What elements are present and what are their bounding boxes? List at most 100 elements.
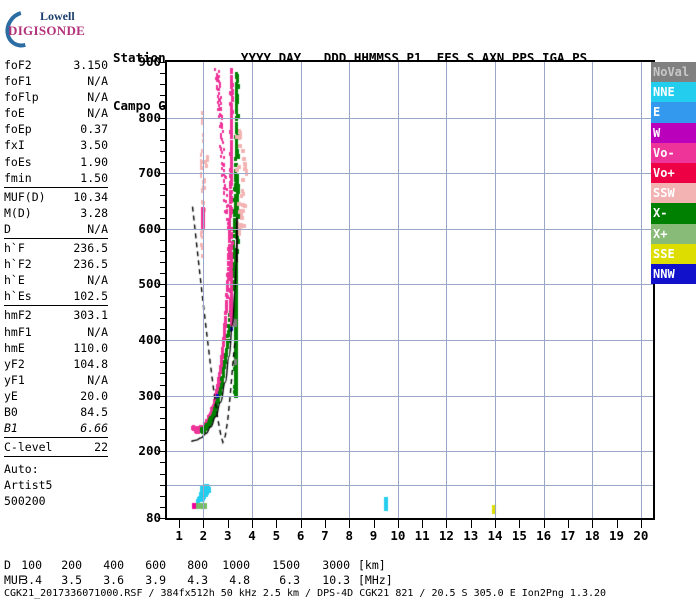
d-scale-value: 1000 [210, 558, 250, 573]
x-axis-tick [228, 520, 229, 528]
y-axis-minor-tick [160, 95, 166, 96]
x-axis-tick [617, 520, 618, 528]
x-axis-tick [276, 520, 277, 528]
y-axis-minor-tick [160, 118, 166, 119]
y-axis-minor-tick [160, 173, 166, 174]
y-axis-minor-tick [160, 329, 166, 330]
y-axis-minor-tick [160, 474, 166, 475]
y-axis-minor-tick [160, 73, 166, 74]
y-axis-minor-tick [160, 485, 166, 486]
legend-item-nne[interactable]: NNE [651, 82, 696, 102]
y-axis-minor-tick [160, 184, 166, 185]
x-axis-tick [568, 520, 569, 528]
y-axis-minor-tick [160, 195, 166, 196]
x-axis-tick [446, 520, 447, 528]
legend-item-nnw[interactable]: NNW [651, 264, 696, 284]
y-axis-minor-tick [160, 307, 166, 308]
y-axis-minor-tick [160, 407, 166, 408]
x-axis-tick-label: 17 [556, 528, 580, 543]
y-axis-minor-tick [160, 151, 166, 152]
y-axis-minor-tick [160, 296, 166, 297]
muf-scale-unit: [MHz] [358, 573, 393, 588]
legend-item-vo[interactable]: Vo+ [651, 163, 696, 183]
y-axis-minor-tick [160, 218, 166, 219]
x-axis-tick [203, 520, 204, 528]
legend-item-e[interactable]: E [651, 102, 696, 122]
x-axis-frequency-mhz: 1 2 3 4 5 6 7 8 9 10 11 12 13 14 15 16 17 18 19 20 [0, 0, 700, 600]
d-scale-value: 600 [126, 558, 166, 573]
x-axis-tick-label: 14 [483, 528, 507, 543]
x-axis-tick-label: 11 [410, 528, 434, 543]
muf-scale-value: 3.9 [126, 573, 166, 588]
y-axis-minor-tick [160, 440, 166, 441]
muf-scale-value: 4.8 [210, 573, 250, 588]
x-axis-tick [544, 520, 545, 528]
d-scale-value: 800 [168, 558, 208, 573]
x-axis-tick [252, 520, 253, 528]
x-axis-tick-label: 8 [337, 528, 361, 543]
x-axis-tick-label: 7 [313, 528, 337, 543]
x-axis-tick [179, 520, 180, 528]
x-axis-tick-label: 13 [459, 528, 483, 543]
y-axis-minor-tick [160, 129, 166, 130]
muf-scale-value: 10.3 [310, 573, 350, 588]
x-axis-tick [592, 520, 593, 528]
y-axis-minor-tick [160, 362, 166, 363]
legend-item-ssw[interactable]: SSW [651, 183, 696, 203]
x-axis-tick [349, 520, 350, 528]
d-scale-value: 1500 [260, 558, 300, 573]
x-axis-tick-label: 10 [386, 528, 410, 543]
d-scale-value: 200 [42, 558, 82, 573]
legend-item-noval[interactable]: NoVal [651, 62, 696, 82]
x-axis-tick-label: 15 [507, 528, 531, 543]
x-axis-tick-label: 9 [362, 528, 386, 543]
muf-scale-value: 3.6 [84, 573, 124, 588]
muf-scale-value: 4.3 [168, 573, 208, 588]
x-axis-tick [422, 520, 423, 528]
x-axis-tick [519, 520, 520, 528]
y-axis-minor-tick [160, 318, 166, 319]
y-axis-minor-tick [160, 140, 166, 141]
y-axis-minor-tick [160, 418, 166, 419]
direction-legend: NoVal NNE E W Vo- Vo+ SSW X- X+ SSE NNW [651, 62, 696, 284]
y-axis-minor-tick [160, 251, 166, 252]
y-axis-minor-tick [160, 207, 166, 208]
x-axis-tick-label: 1 [167, 528, 191, 543]
legend-item-w[interactable]: W [651, 123, 696, 143]
x-axis-tick-label: 3 [216, 528, 240, 543]
y-axis-minor-tick [160, 62, 166, 63]
y-axis-minor-tick [160, 429, 166, 430]
x-axis-tick [301, 520, 302, 528]
y-axis-minor-tick [160, 385, 166, 386]
legend-item-x[interactable]: X- [651, 203, 696, 223]
y-axis-minor-tick [160, 84, 166, 85]
x-axis-tick-label: 20 [629, 528, 653, 543]
x-axis-tick-label: 12 [434, 528, 458, 543]
y-axis-minor-tick [160, 340, 166, 341]
y-axis-minor-tick [160, 284, 166, 285]
x-axis-tick-label: 4 [240, 528, 264, 543]
x-axis-tick [641, 520, 642, 528]
y-axis-minor-tick [160, 106, 166, 107]
x-axis-tick [471, 520, 472, 528]
muf-scale-value: 3.5 [42, 573, 82, 588]
x-axis-tick [495, 520, 496, 528]
y-axis-tick [158, 518, 166, 519]
y-axis-minor-tick [160, 262, 166, 263]
y-axis-minor-tick [160, 351, 166, 352]
y-axis-minor-tick [160, 462, 166, 463]
x-axis-tick-label: 16 [532, 528, 556, 543]
muf-scale-value: 3.4 [2, 573, 42, 588]
x-axis-tick-label: 19 [605, 528, 629, 543]
legend-item-vo[interactable]: Vo- [651, 143, 696, 163]
legend-item-sse[interactable]: SSE [651, 244, 696, 264]
y-axis-minor-tick [160, 273, 166, 274]
d-scale-unit: [km] [358, 558, 386, 573]
x-axis-tick-label: 18 [580, 528, 604, 543]
y-axis-minor-tick [160, 396, 166, 397]
y-axis-minor-tick [160, 496, 166, 497]
legend-item-x[interactable]: X+ [651, 224, 696, 244]
x-axis-tick [374, 520, 375, 528]
file-info-line: CGK21_2017336071000.RSF / 384fx512h 50 k… [4, 588, 606, 599]
y-axis-minor-tick [160, 229, 166, 230]
